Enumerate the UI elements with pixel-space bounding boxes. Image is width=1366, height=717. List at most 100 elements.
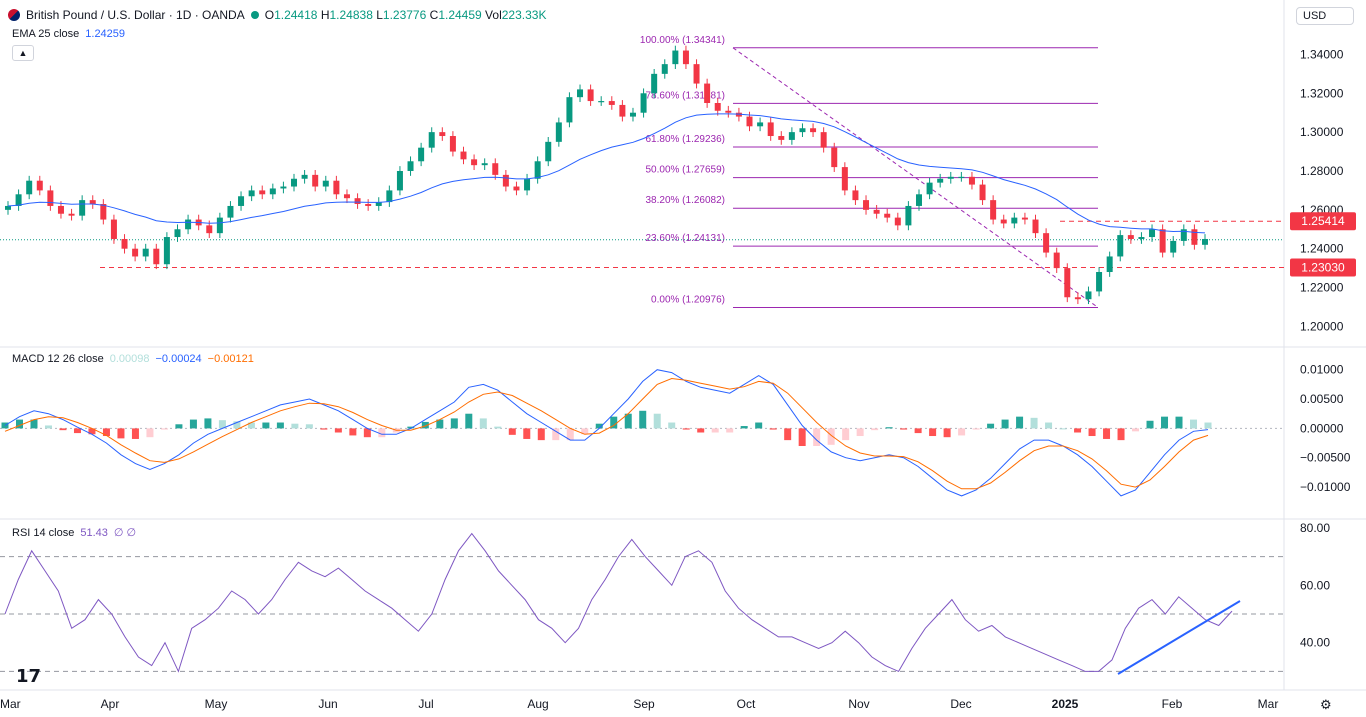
candle-body <box>524 178 531 191</box>
macd-histogram-bar <box>1190 419 1198 429</box>
macd-histogram-bar <box>349 428 357 436</box>
candle-body <box>1117 235 1124 257</box>
time-axis-label: Sep <box>633 697 655 711</box>
macd-histogram-bar <box>871 428 879 431</box>
macd-histogram-bar <box>1059 428 1067 430</box>
macd-histogram-bar <box>465 413 473 429</box>
macd-histogram-bar <box>363 428 371 438</box>
candle-body <box>926 182 933 195</box>
candle-body <box>460 151 467 160</box>
candle-body <box>1202 238 1208 245</box>
candle-body <box>153 248 160 265</box>
macd-histogram-bar <box>697 428 705 433</box>
symbol-flag-icon <box>8 9 20 21</box>
candle-body <box>1106 256 1113 273</box>
candle-body <box>577 89 584 98</box>
candle-body <box>216 217 223 234</box>
macd-histogram-bar <box>624 413 632 429</box>
macd-label: MACD 12 26 close <box>12 353 104 365</box>
ohlc-readout: O1.24418 H1.24838 L1.23776 C1.24459 Vol2… <box>264 8 547 22</box>
candle-body <box>873 209 880 214</box>
ema-line <box>7 113 1206 234</box>
macd-histogram-bar <box>334 428 342 433</box>
macd-hist-value: 0.00098 <box>109 353 150 365</box>
time-axis-label: Apr <box>101 697 120 711</box>
macd-line-value: −0.00024 <box>155 353 202 365</box>
candle-body <box>5 205 11 210</box>
macd-histogram-bar <box>595 423 603 429</box>
candle-body <box>322 180 329 187</box>
macd-histogram-bar <box>320 428 328 430</box>
candle-body <box>15 194 22 206</box>
candle-body <box>132 248 139 257</box>
candle-body <box>68 213 75 216</box>
candle-body <box>1180 229 1187 241</box>
macd-histogram-bar <box>494 426 502 429</box>
rsi-tick-label: 60.00 <box>1300 578 1330 592</box>
macd-histogram-bar <box>900 428 908 430</box>
ema-legend[interactable]: EMA 25 close 1.24259 <box>12 28 125 40</box>
macd-line <box>4 369 1209 497</box>
macd-histogram-bar <box>1088 428 1096 437</box>
candle-body <box>905 205 912 226</box>
candle-body <box>238 196 245 206</box>
macd-histogram-bar <box>943 428 951 438</box>
candle-body <box>820 132 827 148</box>
candle-body <box>1159 229 1166 253</box>
macd-histogram-bar <box>552 428 560 441</box>
macd-histogram-bar <box>247 422 255 429</box>
time-axis-label: Oct <box>737 697 756 711</box>
symbol-title[interactable]: British Pound / U.S. Dollar · 1D · OANDA <box>26 8 245 22</box>
candle-body <box>566 97 573 123</box>
macd-histogram-bar <box>88 428 96 435</box>
time-axis-label: May <box>205 697 228 711</box>
fib-level-label: 38.20% (1.26082) <box>645 195 725 206</box>
candle-body <box>1085 291 1092 300</box>
candle-body <box>619 104 626 117</box>
macd-histogram-bar <box>102 428 110 437</box>
candle-body <box>386 190 393 203</box>
candle-body <box>587 89 594 102</box>
gear-icon[interactable]: ⚙ <box>1320 697 1332 712</box>
macd-histogram-bar <box>15 419 23 429</box>
macd-histogram-bar <box>189 419 197 429</box>
candle-body <box>852 190 859 201</box>
macd-legend[interactable]: MACD 12 26 close 0.00098 −0.00024 −0.001… <box>12 353 254 365</box>
candle-body <box>661 64 668 74</box>
macd-histogram-bar <box>131 428 139 439</box>
candle-body <box>979 184 986 201</box>
collapse-legend-button[interactable]: ▲ <box>12 45 34 61</box>
macd-histogram-bar <box>755 422 763 429</box>
price-level-badge <box>1290 258 1356 277</box>
candle-body <box>47 190 54 206</box>
macd-histogram-bar <box>581 428 589 435</box>
rsi-legend[interactable]: RSI 14 close 51.43 ∅ ∅ <box>12 526 136 540</box>
candle-body <box>418 147 425 162</box>
macd-histogram-bar <box>508 428 516 435</box>
time-axis-label: Aug <box>527 697 548 711</box>
candle-body <box>396 170 403 191</box>
ema-value: 1.24259 <box>85 28 126 40</box>
candle-body <box>598 101 605 103</box>
fib-level-label: 23.60% (1.24131) <box>645 233 725 244</box>
fib-level-label: 50.00% (1.27659) <box>645 165 725 176</box>
rsi-tick-label: 40.00 <box>1300 636 1330 650</box>
candle-body <box>343 194 350 199</box>
candle-body <box>799 128 806 133</box>
macd-histogram-bar <box>421 421 429 429</box>
time-axis-label: Feb <box>1162 697 1183 711</box>
macd-histogram-bar <box>1161 416 1169 429</box>
currency-selector[interactable]: USD <box>1296 7 1354 25</box>
candle-body <box>704 83 711 103</box>
macd-histogram-bar <box>1045 422 1053 429</box>
candle-body <box>810 128 817 133</box>
macd-histogram-bar <box>842 428 850 441</box>
macd-histogram-bar <box>44 425 52 429</box>
candle-body <box>1074 297 1081 300</box>
candle-body <box>958 176 965 179</box>
macd-histogram-bar <box>885 427 893 429</box>
candle-body <box>534 161 541 179</box>
candle-body <box>746 116 753 127</box>
price-tick-label: 1.22000 <box>1300 281 1344 295</box>
